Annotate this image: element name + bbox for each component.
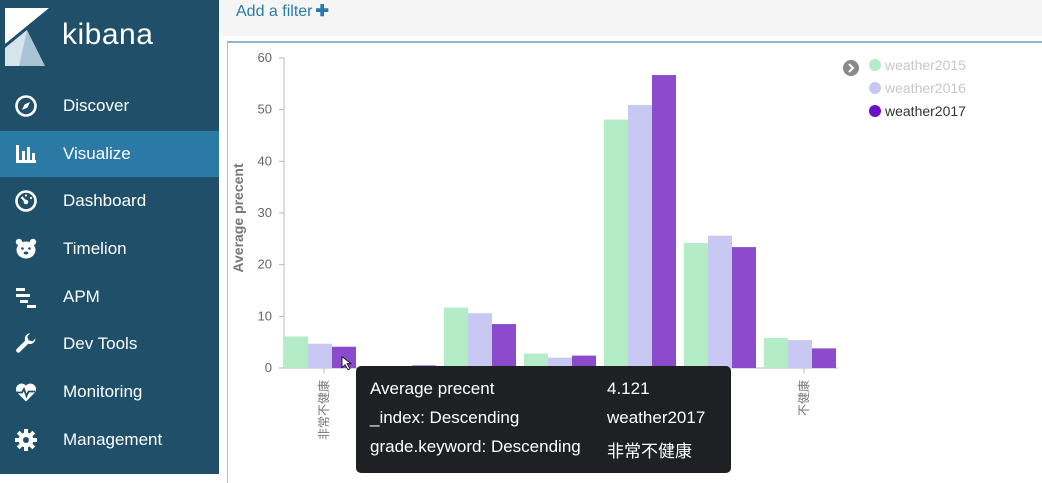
y-tick-label: 20 [258, 257, 272, 272]
sidebar-item-label: Monitoring [63, 382, 143, 401]
legend-swatch [869, 105, 881, 117]
add-filter-label: Add a filter [236, 3, 313, 20]
legend-item[interactable]: weather2016 [869, 80, 966, 96]
heart-pulse-icon [16, 383, 36, 402]
y-tick-label: 40 [258, 153, 272, 168]
sidebar-item-label: Visualize [63, 144, 131, 163]
bar-weather2016[interactable] [468, 313, 492, 368]
y-tick-label: 50 [258, 102, 272, 117]
legend-swatch [869, 82, 881, 94]
sidebar: kibana Discover Visualize Dashboard [0, 0, 219, 474]
compass-icon [15, 95, 37, 117]
x-tick-label: 不健康 [796, 380, 811, 416]
bar-weather2015[interactable] [684, 242, 708, 368]
bar-weather2017[interactable] [812, 348, 836, 368]
sidebar-item-discover[interactable]: Discover [0, 83, 219, 129]
tooltip-key: grade.keyword: Descending [370, 437, 581, 456]
y-tick-label: 10 [258, 308, 272, 323]
apm-lines-icon [16, 288, 36, 308]
bar-weather2016[interactable] [788, 340, 812, 368]
bar-weather2015[interactable] [284, 336, 308, 368]
bar-weather2017[interactable] [572, 355, 596, 368]
sidebar-item-visualize[interactable]: Visualize [0, 131, 219, 177]
bar-chart-icon [16, 145, 36, 163]
sidebar-item-timelion[interactable]: Timelion [0, 226, 219, 272]
legend-label: weather2016 [884, 80, 966, 96]
sidebar-item-dev-tools[interactable]: Dev Tools [0, 321, 219, 367]
bar-weather2015[interactable] [444, 307, 468, 368]
y-tick-label: 0 [265, 360, 272, 375]
sidebar-item-label: Management [63, 430, 163, 449]
legend-label: weather2015 [884, 57, 966, 73]
bar-weather2016[interactable] [308, 343, 332, 368]
y-tick-label: 30 [258, 205, 272, 220]
sidebar-item-label: Dashboard [63, 191, 147, 210]
plus-icon: ✚ [315, 3, 329, 20]
sidebar-item-label: Dev Tools [63, 334, 138, 353]
legend-item[interactable]: weather2017 [869, 103, 966, 119]
filter-bar: Add a filter ✚ [219, 0, 1042, 36]
bar-weather2015[interactable] [604, 119, 628, 368]
bar-weather2015[interactable] [764, 338, 788, 368]
chart-tooltip: Average precent 4.121 _index: Descending… [356, 366, 731, 473]
legend-swatch [869, 59, 881, 71]
app-name: kibana [62, 18, 154, 51]
sidebar-item-label: Discover [63, 96, 130, 115]
sidebar-item-apm[interactable]: APM [0, 274, 219, 320]
tooltip-value: weather2017 [607, 408, 706, 427]
kibana-logo-icon [5, 8, 49, 66]
x-tick-label: 非常不健康 [316, 380, 331, 440]
sidebar-item-dashboard[interactable]: Dashboard [0, 178, 219, 224]
bar-weather2017[interactable] [652, 75, 676, 369]
y-axis-title: Average precent [230, 163, 246, 273]
bar-weather2015[interactable] [524, 353, 548, 368]
legend-toggle-icon[interactable] [843, 60, 859, 76]
add-filter-button[interactable]: Add a filter ✚ [236, 1, 329, 21]
sidebar-item-label: Timelion [63, 239, 127, 258]
sidebar-item-management[interactable]: Management [0, 417, 219, 463]
hand-cursor-icon [341, 355, 353, 371]
sidebar-item-monitoring[interactable]: Monitoring [0, 369, 219, 415]
bar-weather2016[interactable] [548, 357, 572, 368]
legend-label: weather2017 [884, 103, 966, 119]
dashboard-gauge-icon [15, 190, 37, 212]
bar-weather2017[interactable] [492, 324, 516, 368]
tooltip-value: 4.121 [607, 379, 650, 398]
bar-weather2016[interactable] [708, 235, 732, 368]
y-tick-label: 60 [258, 50, 272, 65]
legend-item[interactable]: weather2015 [869, 57, 966, 73]
bear-icon [15, 238, 37, 259]
tooltip-key: _index: Descending [370, 408, 520, 427]
gear-icon [15, 429, 37, 451]
kibana-logo[interactable]: kibana [0, 0, 219, 78]
tooltip-key: Average precent [370, 379, 495, 398]
tooltip-value: 非常不健康 [607, 442, 692, 461]
sidebar-item-label: APM [63, 287, 100, 306]
bar-chart[interactable]: 0 10 20 30 40 50 60 Average precent 非常不健康 不健康 wea… [228, 43, 1042, 483]
bar-weather2016[interactable] [628, 105, 652, 368]
wrench-icon [16, 333, 36, 353]
bar-weather2017[interactable] [732, 247, 756, 368]
